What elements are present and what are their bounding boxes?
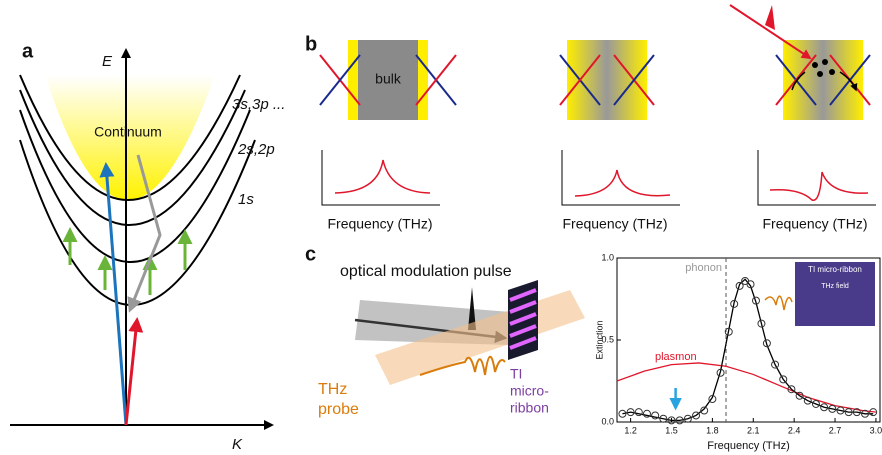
mini-curves xyxy=(335,160,868,200)
sample-label: micro- xyxy=(510,383,549,399)
pulse xyxy=(765,5,775,30)
blue-arrow xyxy=(106,165,126,425)
panel-a: a E K Continuum 3s,3p ... 2s,2p 1s xyxy=(10,40,285,453)
panel-label: b xyxy=(305,33,317,55)
x-tick-label: 1.5 xyxy=(665,425,678,435)
x-tick-label: 2.4 xyxy=(788,425,801,435)
mini-axes xyxy=(322,150,876,205)
x-tick-label: 1.8 xyxy=(706,425,719,435)
bulk-label: bulk xyxy=(375,71,402,87)
page: a E K Continuum 3s,3p ... 2s,2p 1s b bul… xyxy=(0,0,882,455)
figure: a E K Continuum 3s,3p ... 2s,2p 1s b bul… xyxy=(0,0,882,455)
level-label: 3s,3p ... xyxy=(232,96,285,113)
x-label: Frequency (THz) xyxy=(707,440,790,452)
x-tick-label: 1.2 xyxy=(624,425,637,435)
data-point xyxy=(652,412,659,419)
inset-wave xyxy=(765,296,792,310)
probe-label: THz xyxy=(318,381,347,398)
y-tick-label: 0.0 xyxy=(601,416,614,426)
inset-title: TI micro-ribbon xyxy=(808,265,862,274)
plasmon-label: plasmon xyxy=(655,351,697,363)
x-tick-label: 3.0 xyxy=(870,425,882,435)
panel-b: b bulk Frequency (THz) Frequency (THz) F… xyxy=(305,5,876,232)
level-label: 1s xyxy=(238,191,254,208)
panel-label: c xyxy=(305,243,316,265)
x-tick-label: 2.1 xyxy=(747,425,760,435)
axis-label: K xyxy=(232,436,243,453)
x-tick-label: 2.7 xyxy=(829,425,842,435)
y-tick-label: 1.0 xyxy=(601,252,614,262)
probe-label: probe xyxy=(318,401,359,418)
x-label: Frequency (THz) xyxy=(562,216,667,232)
data-point xyxy=(643,410,650,417)
y-label: Extinction xyxy=(594,320,604,359)
axis-label: E xyxy=(102,53,113,70)
sample-label: TI xyxy=(510,366,522,382)
red-arrow xyxy=(126,320,137,425)
level-label: 2s,2p xyxy=(237,141,275,158)
x-label: Frequency (THz) xyxy=(327,216,432,232)
x-label: Frequency (THz) xyxy=(762,216,867,232)
data-point xyxy=(635,409,642,416)
phonon-label: phonon xyxy=(685,262,722,274)
panel-label: a xyxy=(22,40,34,62)
pulse-label: optical modulation pulse xyxy=(340,263,512,280)
continuum-label: Continuum xyxy=(94,124,162,140)
sample-label: ribbon xyxy=(510,400,549,416)
panel-c-schematic: c optical modulation pulse THz probe TI … xyxy=(305,243,585,418)
plasmon-curve xyxy=(617,363,876,412)
inset-field: THz field xyxy=(821,283,849,290)
